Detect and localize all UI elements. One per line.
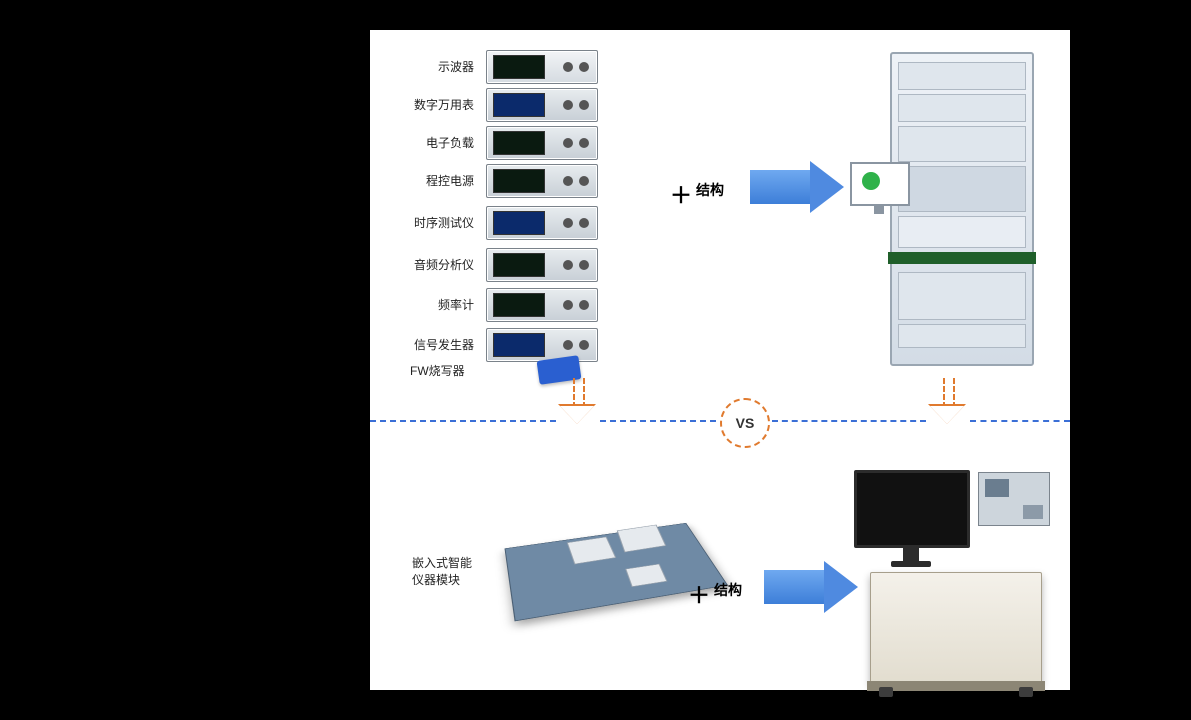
instrument-label: 电子负载 <box>404 134 474 151</box>
plus-symbol-top: ＋ <box>670 178 692 210</box>
instrument-icon <box>486 328 598 362</box>
instrument-label: 信号发生器 <box>404 336 474 353</box>
divider-dash <box>370 420 556 422</box>
vs-label: VS <box>736 415 755 431</box>
instrument-label: 数字万用表 <box>404 96 474 113</box>
instrument-label: 音频分析仪 <box>404 256 474 273</box>
equipment-rack <box>890 52 1034 366</box>
embedded-label-line2: 仪器模块 <box>412 571 472 588</box>
instrument-icon <box>486 248 598 282</box>
structure-label-top: 结构 <box>696 180 724 200</box>
vs-badge: VS <box>720 398 770 448</box>
down-arrow-right <box>930 378 964 426</box>
instrument-label: 示波器 <box>404 58 474 75</box>
instrument-label: 程控电源 <box>404 172 474 189</box>
divider-dash <box>772 420 926 422</box>
instrument-icon <box>486 164 598 198</box>
diagram-canvas: 示波器数字万用表电子负载程控电源时序测试仪音频分析仪频率计信号发生器 FW烧写器… <box>370 30 1070 690</box>
embedded-module-label: 嵌入式智能 仪器模块 <box>412 554 472 588</box>
structure-label-bottom: 结构 <box>714 580 742 600</box>
instrument-label: 时序测试仪 <box>404 214 474 231</box>
instrument-icon <box>486 50 598 84</box>
instrument-icon <box>486 126 598 160</box>
embedded-board <box>510 510 710 620</box>
instrument-icon <box>486 288 598 322</box>
plus-symbol-bottom: ＋ <box>688 578 710 610</box>
divider-dash <box>600 420 716 422</box>
embedded-label-line1: 嵌入式智能 <box>412 554 472 571</box>
compact-monitor <box>854 470 970 548</box>
instrument-icon <box>486 88 598 122</box>
divider-dash <box>970 420 1070 422</box>
instrument-icon <box>486 206 598 240</box>
fw-writer-label: FW烧写器 <box>410 362 466 379</box>
compact-pcb-inset <box>978 472 1050 526</box>
compact-chassis <box>870 572 1042 684</box>
down-arrow-left <box>560 378 594 426</box>
instrument-label: 频率计 <box>404 296 474 313</box>
